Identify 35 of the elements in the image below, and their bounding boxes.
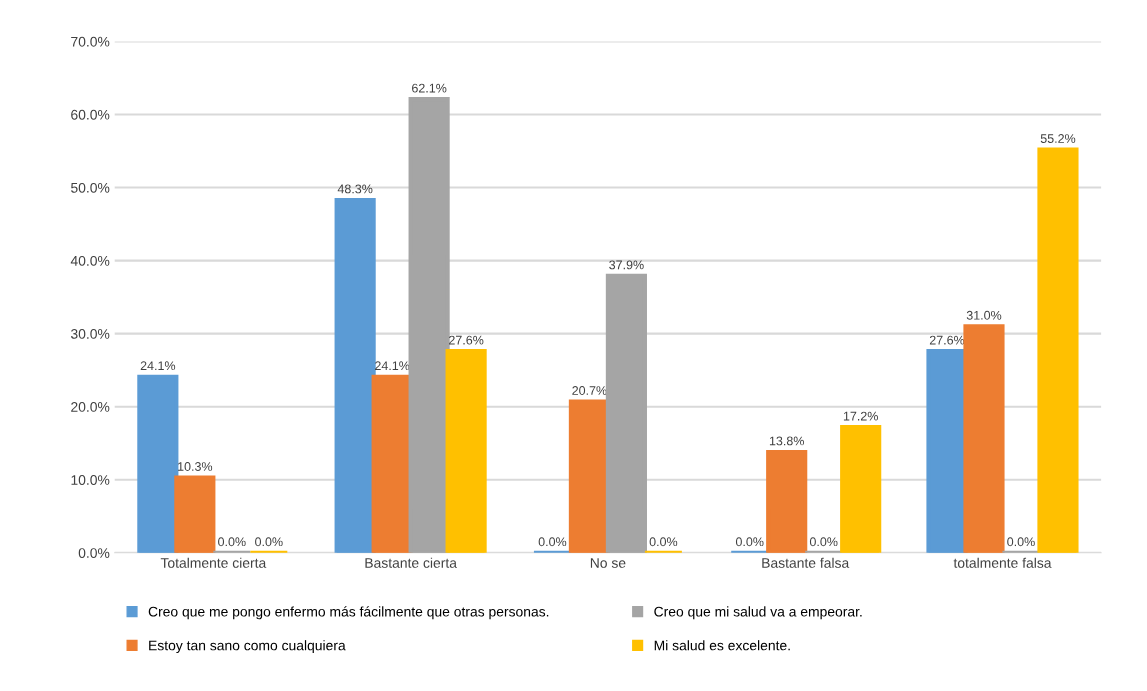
data-label: 0.0%: [1007, 537, 1035, 547]
y-tick-label: 20.0%: [71, 402, 110, 412]
y-tick-label: 0.0%: [78, 548, 110, 558]
data-label: 0.0%: [218, 537, 246, 547]
data-label: 27.6%: [449, 335, 484, 345]
data-label: 0.0%: [735, 537, 764, 547]
x-tick-label: Totalmente cierta: [160, 557, 267, 568]
legend-label: Creo que mi salud va a empeorar.: [654, 606, 862, 620]
y-tick-label: 70.0%: [71, 36, 110, 47]
x-tick-label: No se: [590, 558, 626, 568]
data-label: 24.1%: [140, 361, 176, 371]
data-label: 0.0%: [809, 537, 838, 547]
data-label: 10.3%: [178, 462, 213, 471]
x-tick-label: totalmente falsa: [953, 557, 1052, 568]
data-label: 20.7%: [572, 386, 607, 395]
x-tick-label: Bastante cierta: [365, 557, 457, 568]
data-label: 13.8%: [769, 436, 804, 446]
y-tick-label: 50.0%: [71, 182, 110, 193]
y-tick-label: 10.0%: [71, 475, 110, 485]
data-label: 17.2%: [843, 411, 878, 421]
y-tick-label: 60.0%: [71, 109, 110, 120]
x-tick-label: Bastante falsa: [762, 557, 850, 568]
legend-label: Estoy tan sano como cualquiera: [149, 640, 346, 654]
data-label: 0.0%: [255, 537, 283, 547]
data-label: 48.3%: [337, 184, 373, 194]
data-label: 0.0%: [538, 537, 567, 547]
data-label: 55.2%: [1040, 134, 1076, 143]
data-label: 62.1%: [412, 83, 447, 93]
y-tick-label: 30.0%: [70, 328, 110, 339]
data-label: 31.0%: [966, 310, 1002, 320]
data-label: 37.9%: [609, 260, 644, 270]
legend-label: Mi salud es excelente.: [654, 640, 790, 651]
y-tick-label: 40.0%: [70, 255, 110, 266]
data-label: 0.0%: [649, 537, 678, 547]
legend-label: Creo que me pongo enfermo más fácilmente que otras personas.: [148, 606, 549, 620]
